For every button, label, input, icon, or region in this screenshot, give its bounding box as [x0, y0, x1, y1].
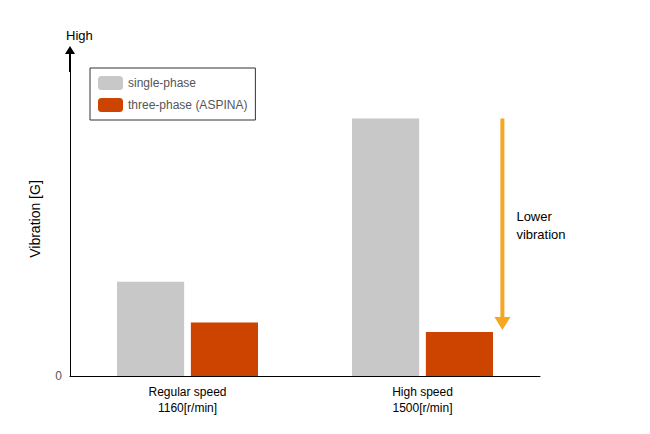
svg-text:three-phase (ASPINA): three-phase (ASPINA)	[128, 98, 247, 112]
svg-text:Lower: Lower	[516, 209, 552, 224]
svg-text:High: High	[66, 28, 93, 43]
svg-text:1160[r/min]: 1160[r/min]	[158, 401, 217, 415]
svg-text:0: 0	[55, 369, 62, 383]
svg-text:1500[r/min]: 1500[r/min]	[392, 401, 452, 415]
svg-text:Regular speed: Regular speed	[148, 385, 226, 399]
svg-text:vibration: vibration	[516, 227, 565, 242]
svg-text:Vibration [G]: Vibration [G]	[27, 180, 43, 258]
svg-text:High speed: High speed	[392, 385, 453, 399]
svg-text:single-phase: single-phase	[128, 76, 196, 90]
